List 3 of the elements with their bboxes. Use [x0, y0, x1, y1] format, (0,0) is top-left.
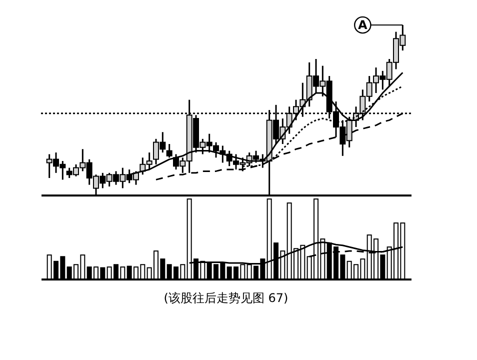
candlestick	[166, 143, 172, 158]
annotation: A	[358, 18, 368, 32]
text: (该股往后走势见图 67)	[164, 291, 288, 305]
